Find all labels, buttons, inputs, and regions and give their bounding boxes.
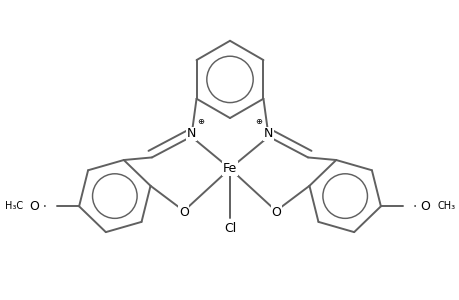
Text: N: N <box>263 127 273 140</box>
Text: O: O <box>420 200 430 213</box>
Text: ⊕: ⊕ <box>197 117 204 126</box>
Text: N: N <box>186 127 196 140</box>
Text: O: O <box>179 206 189 219</box>
Text: ⊕: ⊕ <box>255 117 262 126</box>
Text: Fe: Fe <box>223 162 236 175</box>
Text: O: O <box>29 200 39 213</box>
Text: O: O <box>270 206 280 219</box>
Text: H₃C: H₃C <box>5 201 23 211</box>
Text: Cl: Cl <box>224 222 235 235</box>
Text: CH₃: CH₃ <box>436 201 454 211</box>
